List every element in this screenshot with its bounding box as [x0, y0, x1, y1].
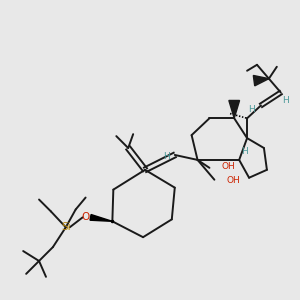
- Text: H: H: [241, 148, 248, 157]
- Polygon shape: [253, 75, 269, 86]
- Text: H: H: [282, 96, 289, 105]
- Text: Si: Si: [61, 222, 70, 232]
- Text: H: H: [248, 105, 254, 114]
- Polygon shape: [229, 100, 240, 118]
- Text: H: H: [164, 152, 170, 161]
- Polygon shape: [90, 214, 112, 221]
- Text: O: O: [82, 212, 90, 222]
- Text: OH: OH: [221, 162, 235, 171]
- Text: OH: OH: [226, 176, 240, 185]
